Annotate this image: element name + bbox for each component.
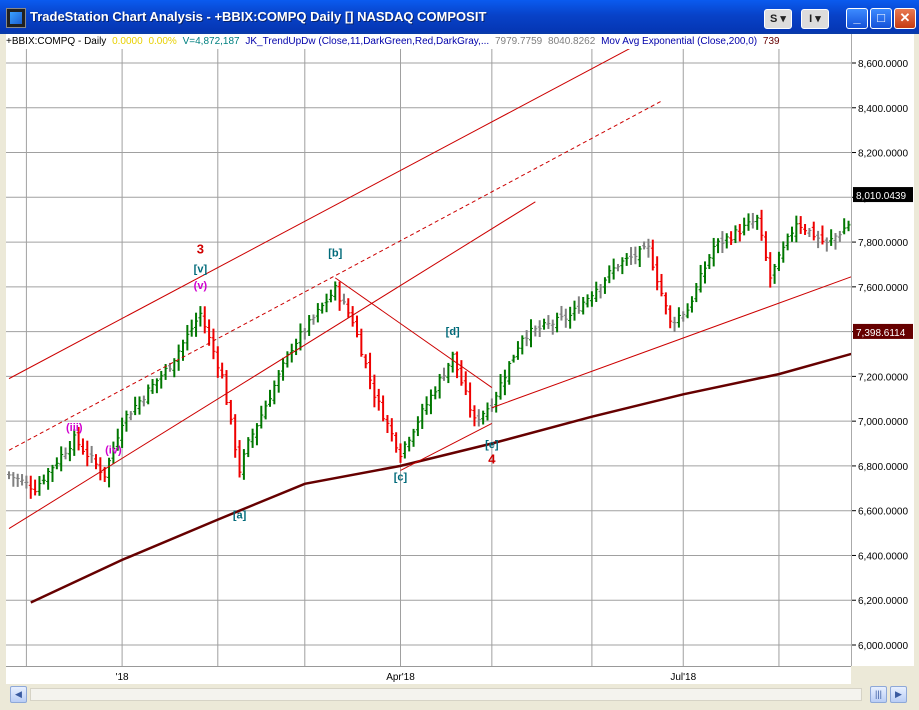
price-tick-label: 8,400.0000 — [858, 104, 908, 115]
mov-avg-label: Mov Avg Exponential (Close,200,0) — [601, 36, 758, 47]
price-tick-label: 7,800.0000 — [858, 238, 908, 249]
channel-right-lower-line — [491, 251, 919, 409]
mov-avg-value: 739 — [762, 36, 780, 47]
time-tick-label: Jul'18 — [670, 672, 696, 683]
value-change-pct: 0.00% — [148, 36, 177, 47]
chart-status-line: +BBIX:COMPQ - Daily 0.0000 0.00% V=4,872… — [6, 34, 851, 49]
minimize-button[interactable]: _ — [846, 8, 868, 29]
price-chart[interactable]: EMA 2007.710(iii)(iv)3[v](v)[a][b][c][d]… — [6, 31, 919, 666]
price-tick-label: 6,800.0000 — [858, 462, 908, 473]
title-bar: TradeStation Chart Analysis - +BBIX:COMP… — [0, 0, 919, 34]
chart-svg: EMA 2007.710(iii)(iv)3[v](v)[a][b][c][d]… — [6, 31, 919, 666]
wave-label: [e] — [485, 439, 499, 451]
wave-label: [a] — [233, 510, 247, 522]
value-change: 0.0000 — [112, 36, 143, 47]
wave-label: [d] — [446, 326, 460, 338]
wave-label: [c] — [394, 471, 408, 483]
price-tick-label: 8,200.0000 — [858, 149, 908, 160]
triangle-lower-line — [400, 422, 493, 471]
scroll-track[interactable] — [30, 688, 862, 701]
channel-upper-line — [8, 31, 662, 380]
window-title: TradeStation Chart Analysis - +BBIX:COMP… — [30, 9, 487, 24]
price-tick-label: 8,600.0000 — [858, 59, 908, 70]
scroll-left-button[interactable]: ◀ — [10, 686, 27, 703]
last-price-label: 8,010.0439 — [856, 191, 906, 202]
scroll-thumb[interactable]: ||| — [870, 686, 887, 703]
price-tick-label: 7,600.0000 — [858, 283, 908, 294]
price-axis-svg: 6,000.0000 6,200.0000 6,400.0000 6,600.0000… — [852, 59, 913, 652]
wave-label: 4 — [488, 452, 496, 467]
horizontal-scrollbar[interactable]: ◀ ||| ▶ — [6, 684, 913, 704]
price-axis[interactable]: 6,000.0000 6,200.0000 6,400.0000 6,600.0000… — [851, 34, 914, 666]
wave-label: [b] — [328, 248, 342, 260]
wave-label: 3 — [197, 241, 204, 256]
price-tick-label: 6,400.0000 — [858, 551, 908, 562]
time-tick-label: '18 — [116, 672, 129, 683]
price-tick-label: 7,000.0000 — [858, 417, 908, 428]
wave-label: (v) — [194, 280, 208, 292]
s-dropdown-button[interactable]: S ▾ — [764, 9, 792, 29]
scroll-right-button[interactable]: ▶ — [890, 686, 907, 703]
price-tick-label: 7,200.0000 — [858, 372, 908, 383]
indicator-value-1: 7979.7759 — [494, 36, 543, 47]
time-tick-label: Apr'18 — [386, 672, 415, 683]
symbol-label: +BBIX:COMPQ - Daily — [6, 36, 107, 47]
wave-label: [v] — [194, 263, 208, 275]
app-icon[interactable] — [6, 8, 26, 28]
price-tick-label: 6,600.0000 — [858, 507, 908, 518]
maximize-button[interactable]: □ — [870, 8, 892, 29]
i-dropdown-button[interactable]: I ▾ — [801, 9, 829, 29]
wave-label: (iii) — [66, 422, 83, 434]
price-tick-label: 6,000.0000 — [858, 641, 908, 652]
channel-lower-line — [8, 201, 536, 530]
channel-mid-line — [8, 100, 662, 451]
last-price-box — [853, 187, 913, 203]
price-tick-label: 6,200.0000 — [858, 596, 908, 607]
volume-label: V=4,872,187 — [182, 36, 240, 47]
ema-value-box — [853, 323, 913, 339]
close-button[interactable]: ✕ — [894, 8, 916, 29]
triangle-upper-line — [334, 277, 493, 388]
ema-value-label: 7,398.6114 — [856, 328, 906, 339]
wave-label: (iv) — [105, 445, 122, 457]
ema-200-line — [30, 337, 919, 604]
indicator-label: JK_TrendUpDw (Close,11,DarkGreen,Red,Dar… — [245, 36, 490, 47]
indicator-value-2: 8040.8262 — [548, 36, 596, 47]
